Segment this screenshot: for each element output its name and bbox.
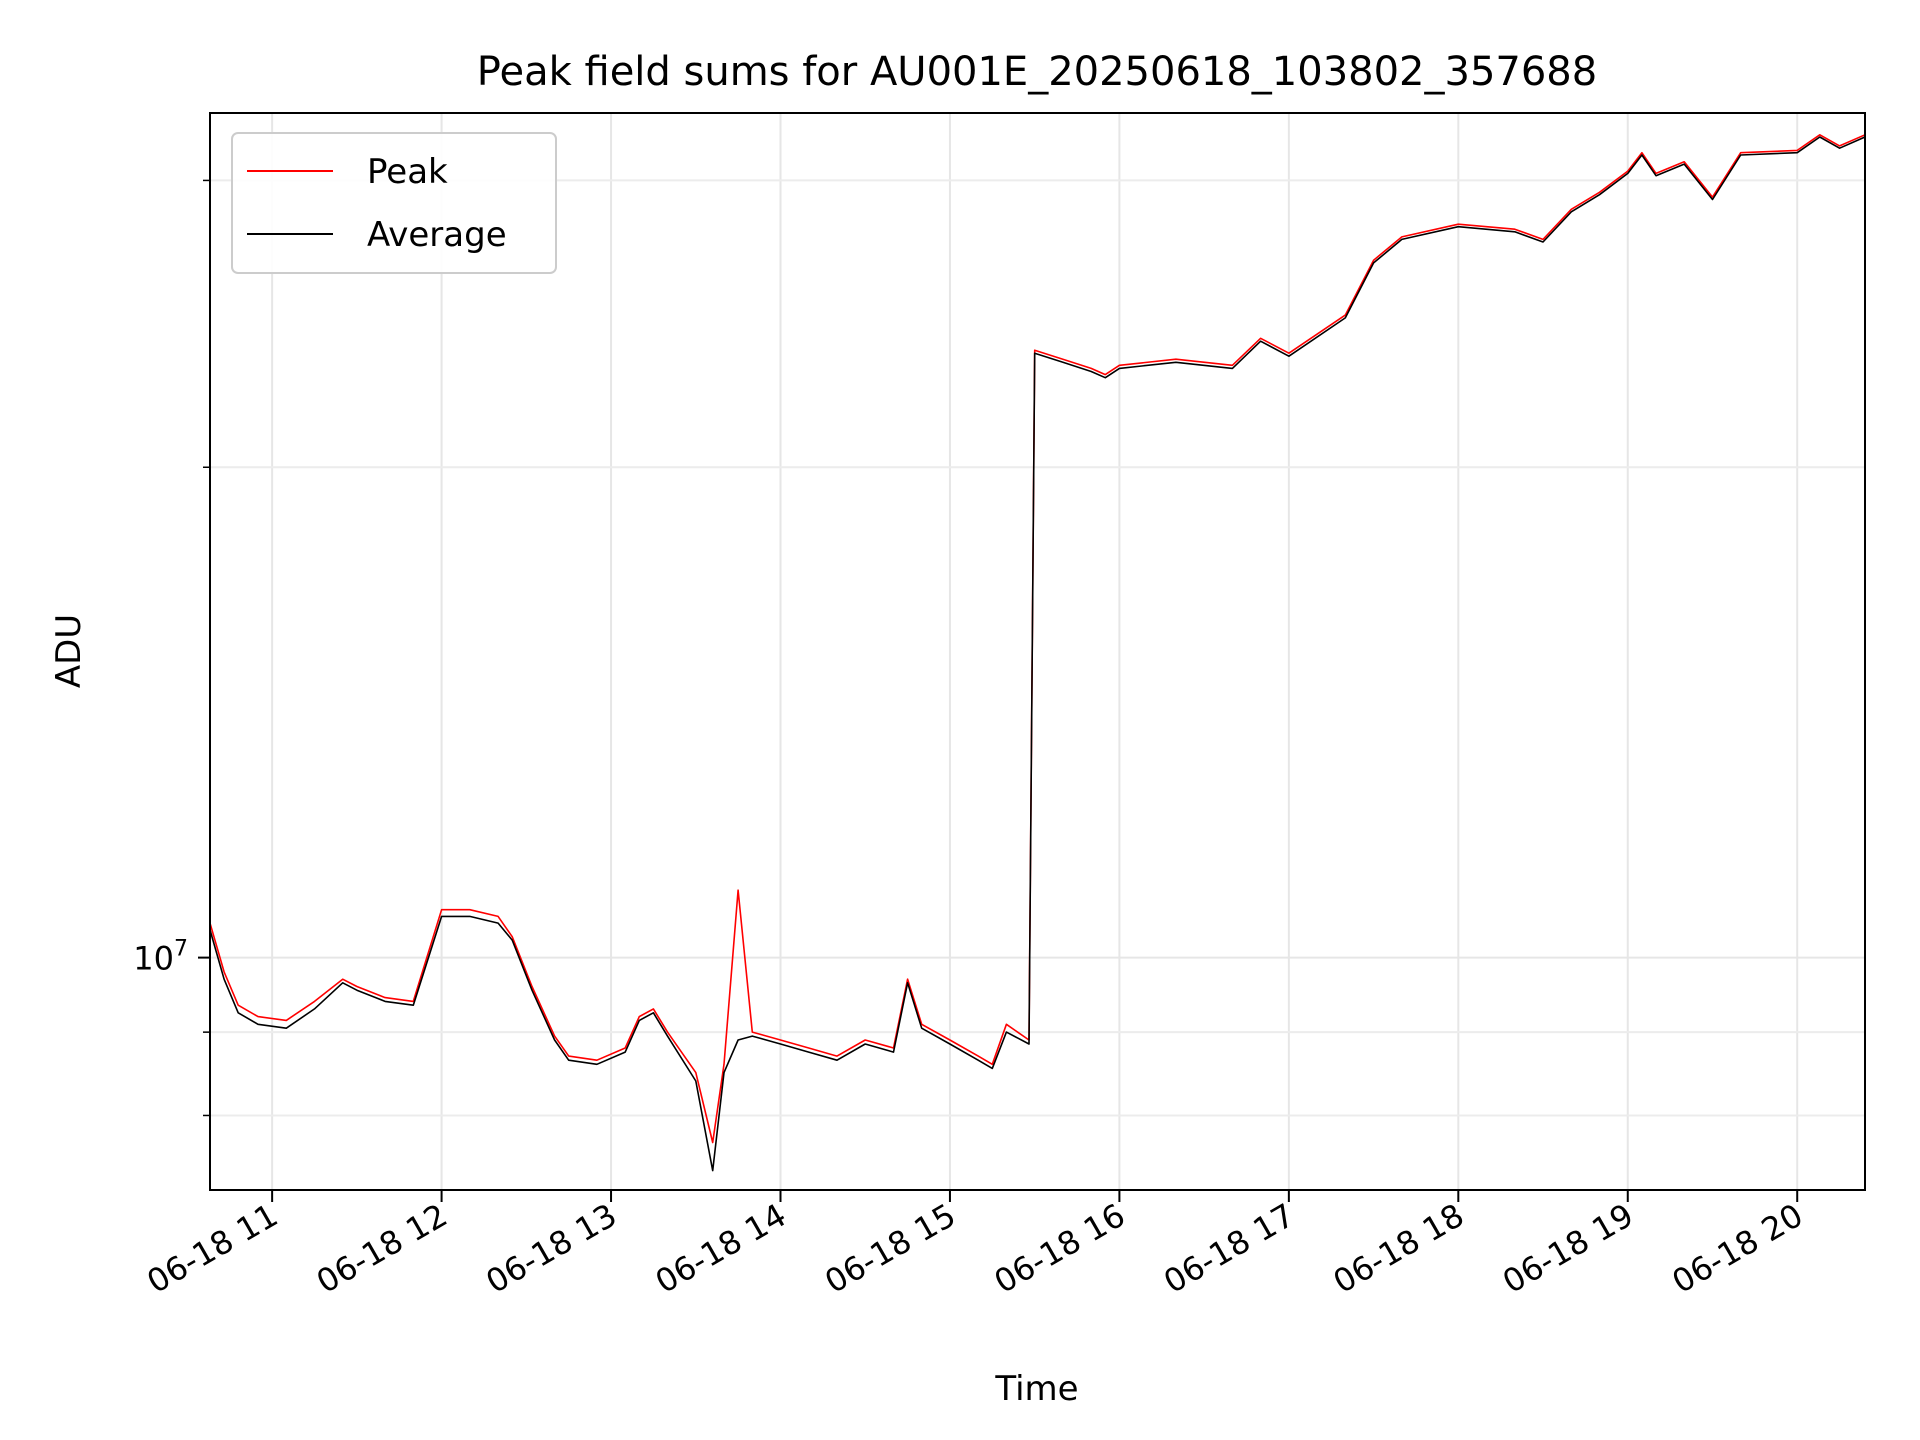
chart-title: Peak field sums for AU001E_20250618_1038…	[477, 49, 1597, 95]
y-axis-label: ADU	[49, 614, 89, 688]
x-axis-label: Time	[994, 1369, 1078, 1409]
plot-frame	[209, 112, 1866, 1191]
legend: Peak Average	[231, 132, 557, 274]
legend-label-peak: Peak	[367, 152, 448, 192]
plot-series	[209, 134, 1866, 1172]
series-line-average	[209, 136, 1866, 1172]
legend-box	[231, 132, 557, 274]
legend-label-average: Average	[367, 215, 507, 255]
series-line-peak	[209, 134, 1866, 1144]
grid-lines	[210, 113, 1865, 1190]
y-tick-label: 107	[133, 937, 188, 978]
